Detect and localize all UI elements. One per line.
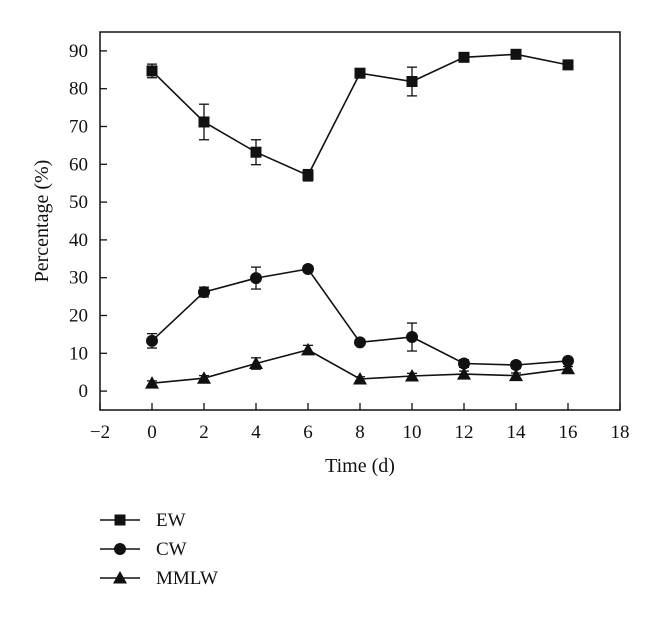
legend-label-mmlw: MMLW [156, 568, 218, 589]
data-point-ew [250, 146, 262, 158]
x-tick-label: 6 [303, 422, 313, 443]
legend-marker-ew [114, 514, 126, 526]
data-point-cw [458, 357, 470, 370]
data-point-mmlw [509, 368, 523, 382]
data-point-ew [562, 59, 574, 71]
legend: EW CW MMLW [100, 510, 218, 589]
x-tick-label: 2 [199, 422, 209, 443]
y-tick-label: 0 [79, 381, 89, 402]
data-point-ew [302, 169, 314, 181]
x-axis-title: Time (d) [325, 455, 395, 477]
data-point-mmlw [405, 368, 419, 382]
data-point-ew [146, 65, 158, 77]
y-tick-label: 30 [69, 268, 88, 289]
data-point-cw [198, 286, 210, 299]
data-point-cw [302, 263, 314, 276]
legend-label-cw: CW [156, 539, 187, 560]
y-axis: 0 10 20 30 40 50 60 70 80 90 [69, 41, 107, 402]
data-point-ew [458, 51, 470, 63]
data-point-cw [146, 334, 158, 347]
x-tick-label: 0 [147, 422, 157, 443]
series-line-cw [151, 268, 569, 366]
series-layer [145, 48, 575, 389]
y-tick-label: 60 [69, 154, 88, 175]
data-point-mmlw [145, 376, 159, 389]
data-point-ew [354, 67, 366, 79]
data-point-mmlw [457, 367, 471, 380]
data-point-mmlw [249, 356, 263, 370]
y-tick-label: 80 [69, 79, 88, 100]
x-tick-label: 4 [251, 422, 261, 443]
data-point-mmlw [353, 372, 367, 385]
data-point-mmlw [561, 361, 575, 375]
x-tick-label: −2 [90, 422, 110, 443]
y-axis-title: Percentage (%) [31, 160, 53, 283]
x-tick-label: 16 [559, 422, 578, 443]
data-point-cw [510, 359, 522, 372]
x-tick-label: 14 [507, 422, 527, 443]
x-tick-label: 18 [611, 422, 630, 443]
data-point-cw [562, 354, 574, 367]
y-tick-label: 20 [69, 306, 88, 327]
data-point-ew [510, 48, 522, 60]
series-ew [146, 48, 574, 182]
data-point-cw [354, 336, 366, 349]
data-point-mmlw [301, 342, 315, 356]
x-tick-label: 8 [355, 422, 365, 443]
legend-marker-mmlw [113, 571, 127, 584]
data-point-cw [250, 272, 262, 285]
legend-marker-cw [114, 543, 126, 555]
series-cw [146, 263, 574, 372]
y-tick-label: 70 [69, 117, 88, 138]
plot-frame [99, 31, 621, 411]
y-tick-label: 90 [69, 41, 88, 62]
data-point-mmlw [197, 371, 211, 384]
series-mmlw [145, 342, 575, 389]
x-axis: −2 0 2 4 6 8 10 12 14 16 18 [90, 403, 630, 443]
data-point-cw [406, 331, 418, 344]
y-tick-label: 10 [69, 343, 88, 364]
data-point-ew [198, 116, 210, 128]
legend-label-ew: EW [156, 510, 186, 531]
y-tick-label: 40 [69, 230, 88, 251]
y-tick-label: 50 [69, 192, 88, 213]
x-tick-label: 10 [403, 422, 422, 443]
data-point-ew [406, 76, 418, 88]
x-tick-label: 12 [455, 422, 474, 443]
